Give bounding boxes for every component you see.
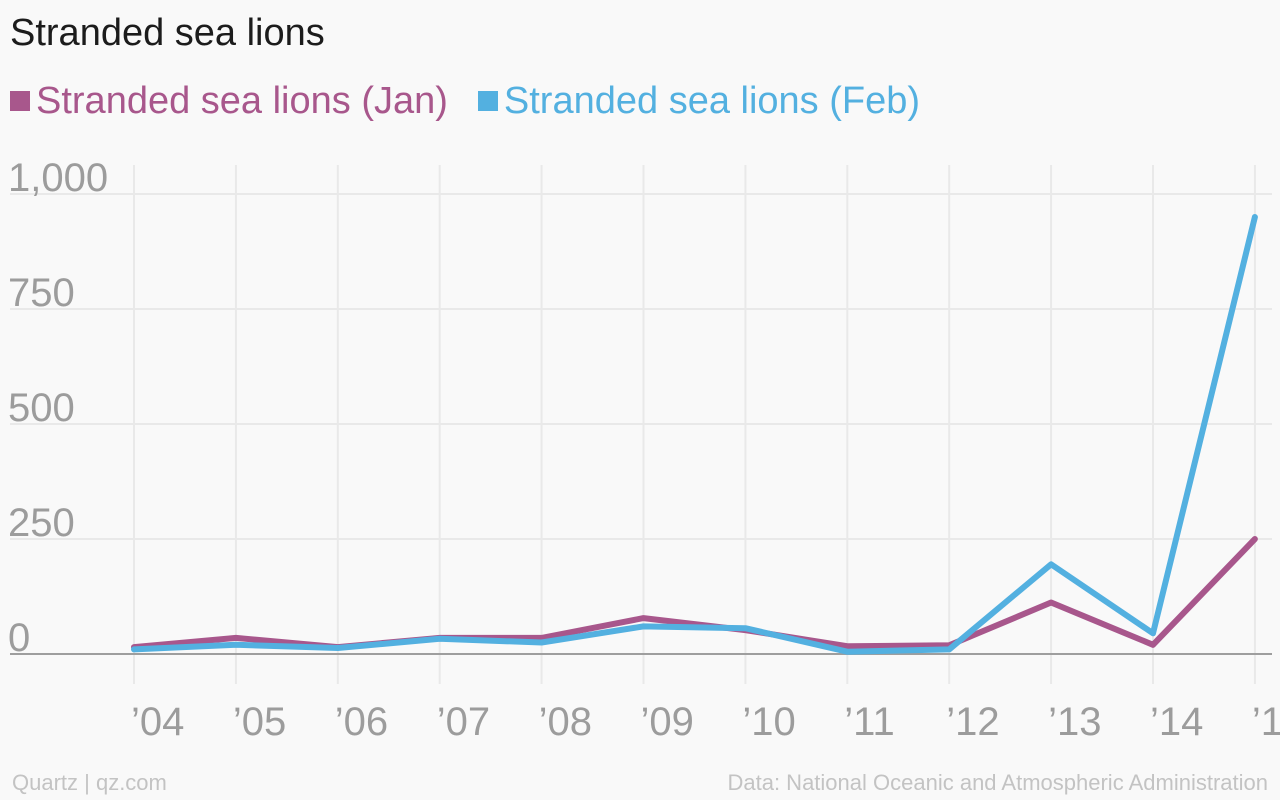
legend-label-feb: Stranded sea lions (Feb) (503, 79, 921, 122)
footer-credit: Quartz | qz.com (12, 770, 167, 795)
legend-swatch-jan (10, 91, 30, 111)
grid (10, 165, 1272, 684)
x-tick-label: ’12 (946, 700, 999, 744)
x-tick-label: ’09 (641, 700, 694, 744)
series-lines (131, 214, 1258, 655)
x-tick-label: ’04 (131, 700, 184, 744)
x-tick-label: ’15 (1252, 700, 1280, 744)
y-tick-label: 1,000 (8, 156, 108, 200)
y-axis-ticks: 0 250 500 750 1,000 (8, 156, 108, 660)
legend: Stranded sea lions (Jan) Stranded sea li… (10, 78, 950, 124)
x-tick-label: ’06 (335, 700, 388, 744)
y-tick-label: 750 (8, 271, 75, 315)
x-tick-label: ’05 (233, 700, 286, 744)
legend-item-jan: Stranded sea lions (Jan) (10, 80, 448, 123)
x-tick-label: ’08 (539, 700, 592, 744)
x-axis-ticks: ’04 ’05 ’06 ’07 ’08 ’09 ’10 ’11 ’12 ’13 ’14 ’15 (131, 700, 1280, 744)
x-tick-label: ’13 (1048, 700, 1101, 744)
line-chart: 0 250 500 750 1,000 ’04 ’05 ’06 ’07 ’08 ’09 ’10 ’11… (8, 156, 1280, 744)
legend-label-jan: Stranded sea lions (Jan) (36, 79, 448, 122)
x-tick-label: ’14 (1150, 700, 1203, 744)
chart-title: Stranded sea lions (10, 12, 325, 54)
y-tick-label: 250 (8, 501, 75, 545)
x-tick-label: ’07 (437, 700, 490, 744)
y-tick-label: 500 (8, 386, 75, 430)
legend-swatch-feb (477, 91, 498, 111)
x-tick-label: ’11 (844, 700, 894, 744)
series-line-feb (131, 214, 1258, 655)
x-tick-label: ’10 (742, 700, 795, 744)
legend-item-feb: Stranded sea lions (Feb) (477, 79, 921, 123)
footer-source: Data: National Oceanic and Atmospheric A… (727, 770, 1268, 795)
y-tick-label: 0 (8, 616, 30, 660)
series-line-jan (131, 536, 1258, 651)
